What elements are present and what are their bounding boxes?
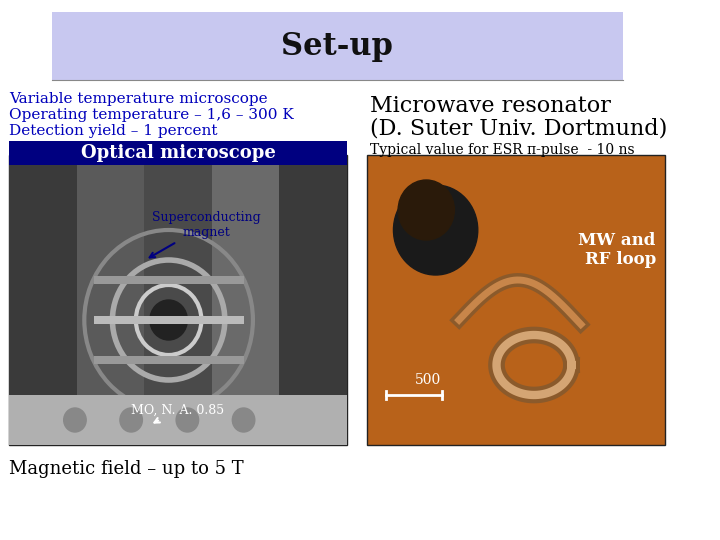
FancyBboxPatch shape [94,276,243,284]
FancyBboxPatch shape [367,155,665,445]
Text: (D. Suter Univ. Dortmund): (D. Suter Univ. Dortmund) [370,118,667,140]
Text: Variable temperature microscope: Variable temperature microscope [9,92,268,106]
FancyBboxPatch shape [144,155,212,445]
Circle shape [176,408,199,432]
Text: 500: 500 [415,373,441,387]
Circle shape [398,180,454,240]
FancyBboxPatch shape [9,395,346,445]
FancyBboxPatch shape [9,141,346,165]
Circle shape [233,408,255,432]
Text: Set-up: Set-up [282,30,393,62]
Circle shape [63,408,86,432]
Text: MO, N. A. 0.85: MO, N. A. 0.85 [132,403,225,423]
Text: Superconducting
magnet: Superconducting magnet [150,211,261,258]
Circle shape [393,185,478,275]
Text: Magnetic field – up to 5 T: Magnetic field – up to 5 T [9,460,244,478]
FancyBboxPatch shape [279,155,346,445]
Text: Optical microscope: Optical microscope [81,144,276,162]
FancyBboxPatch shape [77,155,144,445]
FancyBboxPatch shape [212,155,279,445]
Circle shape [150,300,187,340]
Text: Detection yield – 1 percent: Detection yield – 1 percent [9,124,218,138]
Text: Operating temperature – 1,6 – 300 K: Operating temperature – 1,6 – 300 K [9,108,294,122]
FancyBboxPatch shape [9,155,346,445]
Text: Microwave resonator: Microwave resonator [370,95,611,117]
FancyBboxPatch shape [52,12,623,80]
FancyBboxPatch shape [9,155,77,445]
FancyBboxPatch shape [94,316,243,324]
Text: Typical value for ESR π-pulse  - 10 ns: Typical value for ESR π-pulse - 10 ns [370,143,634,157]
Text: MW and
RF loop: MW and RF loop [578,232,656,268]
Circle shape [120,408,143,432]
FancyBboxPatch shape [94,356,243,364]
